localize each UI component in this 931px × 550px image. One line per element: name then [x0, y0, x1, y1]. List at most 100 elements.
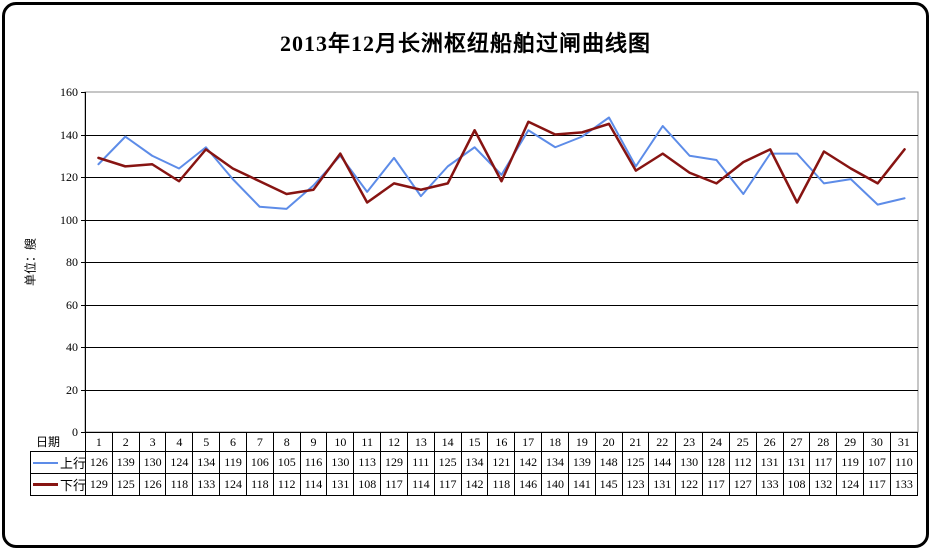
- value-cell: 130: [326, 451, 355, 474]
- value-cell: 126: [85, 451, 113, 474]
- day-header-row: 1 2 3 4 5 6 7 8 9 10 11 12 13 14 15 16 17 18 19 20 21 22 23 24 2…: [31, 432, 919, 452]
- y-tick-label: 40: [66, 339, 78, 354]
- value-cell: 133: [192, 473, 221, 496]
- chart-title: 2013年12月长洲枢纽船舶过闸曲线图: [279, 31, 651, 56]
- day-header-cell: 30: [863, 432, 891, 452]
- y-tick-label: 0: [72, 424, 78, 439]
- value-cell: 113: [353, 451, 382, 474]
- series-line-down: [97, 120, 906, 204]
- value-cell: 124: [219, 473, 247, 496]
- day-header-cell: 20: [594, 432, 623, 452]
- day-header-cell: 4: [165, 432, 194, 452]
- value-cell: 139: [567, 451, 596, 474]
- day-header-cell: 25: [728, 432, 757, 452]
- value-cell: 117: [433, 473, 462, 496]
- value-cell: 117: [380, 473, 408, 496]
- legend-cell: 上行: [30, 451, 86, 474]
- x-axis-title: 日期: [36, 435, 61, 449]
- data-table: 1 2 3 4 5 6 7 8 9 10 11 12 13 14 15 16 17 18 19 20 21 22 23 24 2…: [30, 432, 919, 496]
- value-cell: 129: [85, 473, 113, 496]
- series-row-up: 上行 126 139 130 124 134 119 106 105 116 130 113 129 11…: [30, 451, 919, 474]
- day-header-cell: 9: [299, 432, 328, 452]
- value-cell: 127: [728, 473, 757, 496]
- value-cell: 129: [380, 451, 408, 474]
- day-header-cell: 22: [648, 432, 677, 452]
- y-tick-label: 60: [66, 297, 78, 312]
- value-cell: 139: [111, 451, 140, 474]
- value-cell: 116: [299, 451, 328, 474]
- value-cell: 124: [836, 473, 865, 496]
- day-header-cell: 18: [541, 432, 569, 452]
- day-header-cell: 26: [755, 432, 784, 452]
- value-cell: 125: [433, 451, 462, 474]
- value-cell: 124: [165, 451, 194, 474]
- value-cell: 133: [755, 473, 784, 496]
- day-header-cell: 21: [621, 432, 650, 452]
- legend-line-key-down: [33, 483, 58, 486]
- value-cell: 117: [809, 451, 838, 474]
- y-tick-label: 120: [60, 169, 78, 184]
- legend-line-key-up: [33, 461, 58, 464]
- value-cell: 118: [165, 473, 194, 496]
- value-cell: 112: [728, 451, 757, 474]
- value-cell: 131: [755, 451, 784, 474]
- value-cell: 118: [245, 473, 274, 496]
- value-cell: 119: [836, 451, 865, 474]
- day-header-cell: 13: [406, 432, 435, 452]
- value-cell: 131: [782, 451, 811, 474]
- day-header-cell: 8: [272, 432, 301, 452]
- value-cell: 112: [272, 473, 301, 496]
- day-header-cell: 12: [380, 432, 408, 452]
- y-tick-label: 80: [66, 254, 78, 269]
- value-cell: 117: [863, 473, 891, 496]
- day-header-cell: 28: [809, 432, 838, 452]
- value-cell: 144: [648, 451, 677, 474]
- value-cell: 114: [406, 473, 435, 496]
- value-cell: 107: [863, 451, 891, 474]
- table-corner-cell: [31, 433, 86, 452]
- day-header-cell: 31: [889, 432, 919, 452]
- day-header-cell: 23: [675, 432, 704, 452]
- value-cell: 130: [138, 451, 167, 474]
- value-cell: 122: [675, 473, 704, 496]
- value-cell: 132: [809, 473, 838, 496]
- day-header-cell: 5: [192, 432, 221, 452]
- y-tick-label: 140: [60, 127, 78, 142]
- legend-label: 上行: [60, 456, 86, 471]
- value-cell: 131: [648, 473, 677, 496]
- day-header-cell: 14: [433, 432, 462, 452]
- series-line-up: [97, 116, 906, 210]
- day-header-cell: 29: [836, 432, 865, 452]
- y-tick-label: 20: [66, 382, 78, 397]
- value-cell: 108: [782, 473, 811, 496]
- value-cell: 128: [702, 451, 730, 474]
- value-cell: 110: [889, 451, 919, 474]
- day-header-cell: 19: [567, 432, 596, 452]
- value-cell: 134: [541, 451, 569, 474]
- value-cell: 125: [111, 473, 140, 496]
- value-cell: 148: [594, 451, 623, 474]
- value-cell: 133: [889, 473, 919, 496]
- value-cell: 105: [272, 451, 301, 474]
- day-header-cell: 3: [138, 432, 167, 452]
- value-cell: 123: [621, 473, 650, 496]
- value-cell: 131: [326, 473, 355, 496]
- day-header-cell: 15: [460, 432, 489, 452]
- day-header-cell: 2: [111, 432, 140, 452]
- value-cell: 142: [460, 473, 489, 496]
- value-cell: 142: [514, 451, 543, 474]
- value-cell: 121: [487, 451, 516, 474]
- day-header-cell: 10: [326, 432, 355, 452]
- value-cell: 106: [245, 451, 274, 474]
- day-header-cell: 6: [219, 432, 247, 452]
- value-cell: 134: [460, 451, 489, 474]
- value-cell: 141: [567, 473, 596, 496]
- value-cell: 146: [514, 473, 543, 496]
- day-header-cell: 11: [353, 432, 382, 452]
- value-cell: 145: [594, 473, 623, 496]
- value-cell: 117: [702, 473, 730, 496]
- series-row-down: 下行 129 125 126 118 133 124 118 112 114 131 108 117 11…: [30, 473, 919, 496]
- day-header-cell: 7: [245, 432, 274, 452]
- value-cell: 108: [353, 473, 382, 496]
- day-header-cell: 1: [85, 432, 113, 452]
